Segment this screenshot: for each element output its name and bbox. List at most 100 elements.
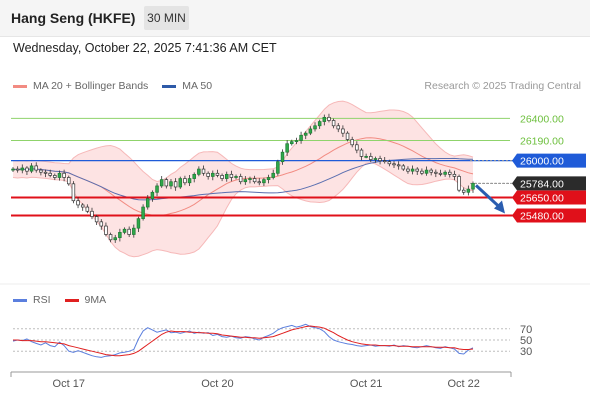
legend-item-rsi: RSI bbox=[13, 294, 51, 306]
candle-body bbox=[132, 227, 136, 235]
candle bbox=[90, 207, 94, 220]
candle-body bbox=[53, 175, 57, 178]
level-tag-25480-00: 25480.00 bbox=[512, 208, 586, 223]
candle bbox=[429, 168, 433, 176]
candle bbox=[401, 163, 406, 171]
candle bbox=[108, 232, 113, 243]
candle bbox=[57, 170, 62, 181]
level-tag-25784-00: 25784.00 bbox=[512, 176, 586, 191]
candle bbox=[262, 177, 266, 186]
rsi-tick-label-30: 30 bbox=[520, 346, 532, 358]
legend-item-ma50: MA 50 bbox=[162, 80, 212, 92]
candle-body bbox=[118, 232, 122, 239]
candle bbox=[122, 227, 127, 235]
candle bbox=[146, 195, 150, 210]
candle bbox=[322, 114, 327, 126]
candle-body bbox=[248, 178, 252, 180]
candle bbox=[345, 131, 350, 142]
candle bbox=[373, 156, 378, 163]
candle bbox=[406, 166, 410, 174]
candle bbox=[355, 141, 359, 154]
candle-body bbox=[90, 210, 94, 217]
candle bbox=[438, 169, 443, 177]
ma50-line bbox=[12, 157, 473, 201]
candle-body bbox=[62, 172, 66, 178]
candle-body bbox=[80, 204, 85, 208]
candle bbox=[452, 170, 457, 181]
x-tick-label-oct-20: Oct 20 bbox=[201, 378, 233, 390]
candle-body bbox=[457, 176, 461, 191]
candle bbox=[266, 174, 271, 184]
candle bbox=[178, 176, 183, 189]
candle bbox=[118, 228, 122, 242]
candle-body bbox=[299, 134, 303, 141]
candle bbox=[420, 168, 424, 176]
legend-item-9ma: 9MA bbox=[64, 294, 106, 306]
candle-body bbox=[387, 161, 392, 165]
candle-body bbox=[76, 200, 80, 206]
rsi-legend: RSI 9MA bbox=[13, 294, 120, 306]
candle bbox=[99, 219, 104, 230]
candle bbox=[211, 170, 215, 181]
level-tag-26000-00: 26000.00 bbox=[512, 153, 586, 168]
candle bbox=[85, 204, 90, 214]
header-bar bbox=[0, 0, 590, 37]
candle-body bbox=[99, 221, 104, 227]
candle-body bbox=[197, 168, 201, 175]
candle-body bbox=[262, 179, 266, 184]
candle bbox=[359, 148, 364, 161]
timeframe-button[interactable]: 30 MIN bbox=[144, 6, 189, 30]
level-label-26000-00: 26000.00 bbox=[520, 156, 564, 168]
rsi-series-9ma bbox=[13, 325, 474, 357]
candle bbox=[461, 187, 466, 195]
candle bbox=[350, 136, 354, 148]
legend-swatch-rsi bbox=[13, 298, 27, 302]
datetime-label: Wednesday, October 22, 2025 7:41:36 AM C… bbox=[13, 41, 277, 55]
candle-body bbox=[43, 171, 48, 174]
candle bbox=[48, 169, 52, 178]
candle-body bbox=[294, 140, 299, 142]
level-tag-bg bbox=[512, 176, 586, 191]
candle-body bbox=[285, 143, 289, 153]
forecast-arrow-shaft bbox=[474, 184, 502, 209]
candle bbox=[25, 166, 29, 175]
candle-body bbox=[173, 181, 178, 188]
candle bbox=[299, 131, 303, 144]
candle bbox=[164, 177, 169, 189]
rsi-tick-label-70: 70 bbox=[520, 324, 532, 336]
candle-body bbox=[378, 158, 382, 161]
candle-body bbox=[350, 139, 354, 146]
candle-body bbox=[345, 132, 350, 140]
candle-body bbox=[48, 172, 52, 176]
candle bbox=[104, 222, 108, 237]
legend-label-ma50: MA 50 bbox=[182, 80, 213, 92]
candle bbox=[396, 161, 401, 170]
candle bbox=[294, 137, 299, 145]
candle-body bbox=[136, 218, 141, 229]
candle-body bbox=[257, 181, 262, 184]
candle bbox=[327, 113, 331, 123]
candle bbox=[34, 162, 38, 173]
candle-body bbox=[429, 169, 433, 173]
candle bbox=[224, 171, 229, 182]
candle-body bbox=[448, 171, 452, 175]
candle bbox=[303, 131, 308, 140]
candle bbox=[220, 173, 224, 182]
candle bbox=[378, 155, 382, 165]
candle bbox=[215, 169, 220, 178]
candle-body bbox=[215, 172, 220, 176]
candle-body bbox=[94, 216, 99, 223]
candle-body bbox=[313, 125, 317, 130]
candle-body bbox=[266, 177, 271, 180]
candle-body bbox=[364, 156, 368, 158]
candle bbox=[248, 176, 252, 184]
forecast-arrow-head bbox=[494, 200, 505, 214]
candle bbox=[336, 123, 340, 133]
bollinger-upper-line bbox=[12, 100, 474, 183]
price-legend: MA 20 + Bollinger Bands MA 50 bbox=[13, 80, 226, 92]
candle-body bbox=[220, 175, 224, 179]
candle bbox=[471, 181, 475, 193]
candle-body bbox=[29, 165, 34, 172]
candle-body bbox=[341, 128, 345, 134]
candle bbox=[290, 139, 294, 146]
